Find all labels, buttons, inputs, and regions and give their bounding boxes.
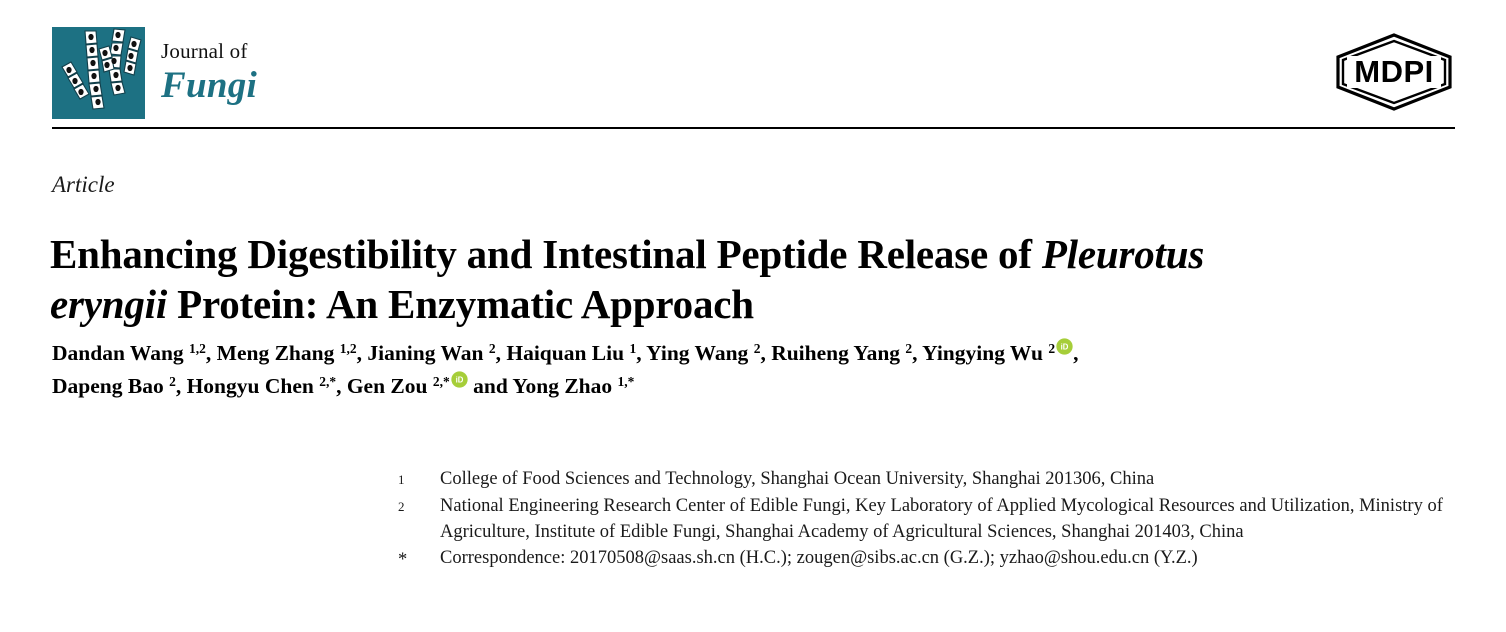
mdpi-publisher-logo-icon[interactable]: MDPI [1333,32,1455,112]
journal-name-line1: Journal of [161,39,248,63]
author-separator: , [760,341,772,365]
masthead-divider [52,127,1455,129]
author-affiliation-marker: 2 [1048,341,1056,356]
svg-text:iD: iD [1061,343,1069,352]
journal-branding[interactable]: Journal of Fungi [52,27,257,119]
author-separator: , [175,374,187,398]
author-name: Yong Zhao [512,374,618,398]
author-separator: , [336,374,347,398]
author-name: Dandan Wang [52,341,190,365]
affiliation-text: College of Food Sciences and Technology,… [440,469,1155,489]
article-type-label: Article [52,172,115,197]
author-name: Ruiheng Yang [771,341,906,365]
affiliation-row: * Correspondence: 20170508@saas.sh.cn (H.… [398,545,1473,573]
author-name: Ying Wang [646,341,754,365]
author-affiliation-marker: 1,2 [189,341,206,356]
correspondence-text: Correspondence: 20170508@saas.sh.cn (H.C… [440,548,1198,568]
mdpi-wordmark-text: MDPI [1354,54,1434,89]
journal-name-line2: Fungi [161,65,258,106]
author-name: Meng Zhang [216,341,340,365]
author-affiliation-marker: 2,* [319,374,337,389]
title-segment-2: Protein: An Enzymatic Approach [167,281,754,328]
svg-text:iD: iD [455,376,463,385]
journal-wordmark: Journal of Fungi [161,27,258,106]
author-name: Yingying Wu [922,341,1049,365]
author-affiliation-marker: 2 [169,374,176,389]
author-affiliation-marker: 2 [488,341,496,356]
affiliation-row: 1 College of Food Sciences and Technology… [398,466,1473,493]
author-separator: , [356,341,368,365]
page-title: Enhancing Digestibility and Intestinal P… [50,229,1320,329]
author-name: Haiquan Liu [506,341,630,365]
author-affiliation-marker: 1,* [617,374,635,389]
affiliation-marker: * [398,550,408,570]
author-affiliation-marker: 1,2 [339,341,357,356]
author-name: Dapeng Bao [52,374,170,398]
title-species-name: Pleurotus eryngii [50,231,1205,328]
author-name: Hongyu Chen [186,374,320,398]
author-separator: and [467,374,513,398]
author-name: Gen Zou [346,374,433,398]
orcid-id-icon[interactable]: iD [1056,338,1073,355]
author-affiliation-marker: 2,* [432,374,450,389]
author-affiliation-marker: 2 [905,341,913,356]
affiliation-row: 2 National Engineering Research Center of… [398,493,1473,545]
author-separator: , [205,341,217,365]
author-affiliation-marker: 2 [753,341,761,356]
author-separator: , [912,341,923,365]
author-separator: , [495,341,507,365]
affiliation-marker: 2 [398,499,405,514]
affiliation-list: 1 College of Food Sciences and Technology… [398,466,1473,573]
author-name: Jianing Wan [367,341,489,365]
fungal-hyphae-logo-icon [52,27,145,119]
author-affiliation-marker: 1 [629,341,637,356]
author-list: Dandan Wang 1,2, Meng Zhang 1,2, Jianing… [52,337,1462,403]
journal-masthead: Journal of Fungi MDPI [0,0,1506,140]
author-separator: , [1073,341,1079,365]
affiliation-marker: 1 [398,472,405,487]
orcid-id-icon[interactable]: iD [451,371,468,388]
title-segment-1: Enhancing Digestibility and Intestinal P… [50,231,1042,278]
author-separator: , [636,341,647,365]
affiliation-text: National Engineering Research Center of … [440,496,1443,542]
